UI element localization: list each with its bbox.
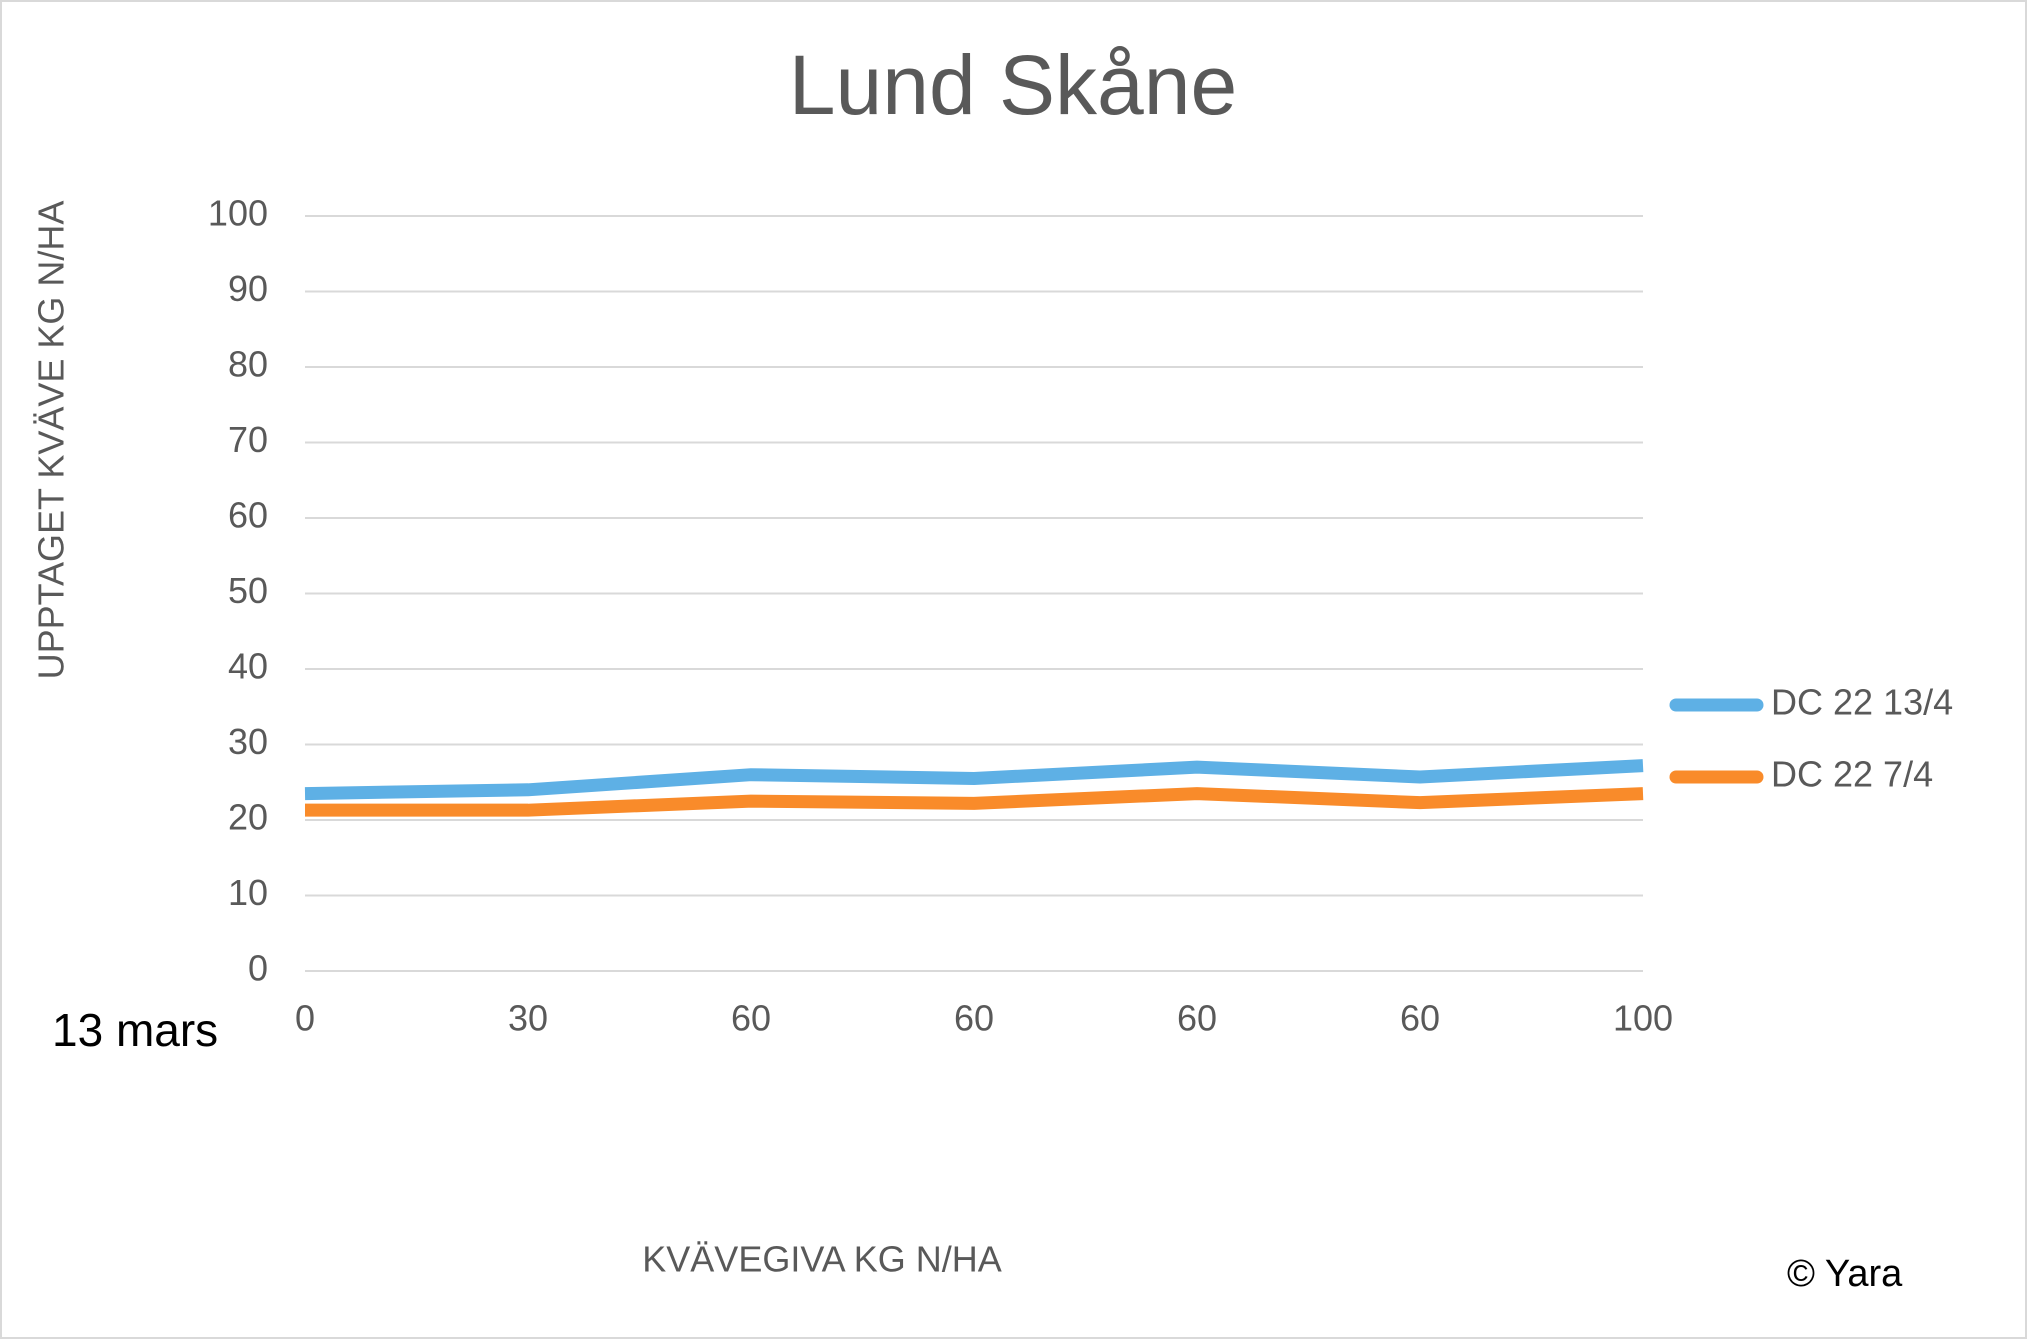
- x-tick-label: 60: [1400, 998, 1440, 1039]
- x-tick-label: 60: [1177, 998, 1217, 1039]
- x-tick-label: 30: [508, 998, 548, 1039]
- y-tick-label: 40: [228, 646, 268, 687]
- x-axis-label: KVÄVEGIVA KG N/HA: [642, 1239, 1001, 1280]
- y-tick-label: 20: [228, 797, 268, 838]
- x-tick-label: 100: [1613, 998, 1673, 1039]
- series-line: [304, 759, 1644, 801]
- y-tick-label: 60: [228, 495, 268, 536]
- y-tick-label: 50: [228, 570, 268, 611]
- chart-title: Lund Skåne: [789, 38, 1237, 132]
- annotation: 13 mars: [52, 1004, 218, 1056]
- legend-label: DC 22 7/4: [1771, 754, 1933, 795]
- annotation: © Yara: [1787, 1253, 1903, 1295]
- x-tick-label: 60: [954, 998, 994, 1039]
- legend-label: DC 22 13/4: [1771, 682, 1953, 723]
- y-tick-label: 80: [228, 344, 268, 385]
- y-tick-label: 100: [208, 193, 268, 234]
- series-line: [305, 787, 1644, 817]
- y-tick-label: 0: [248, 948, 268, 989]
- y-tick-label: 90: [228, 268, 268, 309]
- x-tick-label: 60: [731, 998, 771, 1039]
- y-tick-label: 70: [228, 419, 268, 460]
- x-tick-label: 0: [295, 998, 315, 1039]
- y-axis-label: UPPTAGET KVÄVE KG N/HA: [31, 201, 72, 680]
- y-tick-label: 30: [228, 721, 268, 762]
- y-tick-label: 10: [228, 872, 268, 913]
